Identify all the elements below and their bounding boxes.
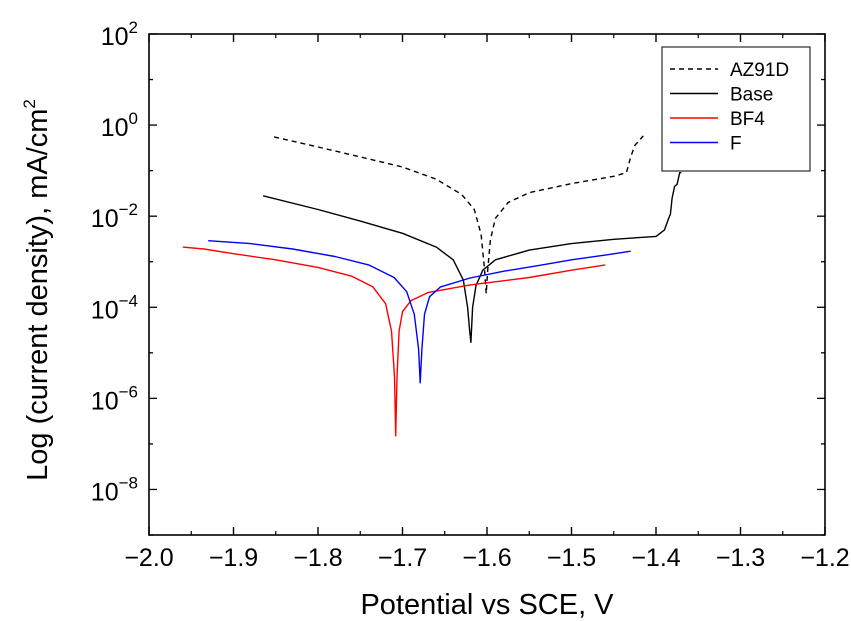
y-tick-label-base: 10 xyxy=(91,296,119,324)
y-tick-label-base: 10 xyxy=(91,478,119,506)
x-tick-label: −1.2 xyxy=(800,544,849,572)
x-tick-label: −1.9 xyxy=(209,544,258,572)
legend-label-bf4: BF4 xyxy=(730,109,765,130)
y-tick-label-exponent: −4 xyxy=(119,291,138,310)
y-tick-label-exponent: 2 xyxy=(129,18,138,37)
y-tick-label-exponent: 0 xyxy=(129,109,138,128)
y-tick-label-base: 10 xyxy=(101,23,129,51)
y-axis-title: Log (current density), mA/cm2 xyxy=(20,99,54,481)
legend-label-az91d: AZ91D xyxy=(730,60,789,81)
y-axis-title-superscript: 2 xyxy=(20,99,39,108)
x-tick-label: −1.3 xyxy=(716,544,765,572)
y-tick-label-exponent: −6 xyxy=(119,382,138,401)
legend: AZ91D Base BF4 F xyxy=(662,47,810,171)
x-axis-title: Potential vs SCE, V xyxy=(360,589,614,621)
y-tick-label-base: 10 xyxy=(101,114,129,142)
legend-label-f: F xyxy=(730,134,742,155)
x-tick-label: −1.4 xyxy=(631,544,680,572)
x-tick-label: −1.5 xyxy=(547,544,596,572)
y-tick-label-exponent: −8 xyxy=(119,473,138,492)
y-tick-label-base: 10 xyxy=(91,387,119,415)
y-tick-label-exponent: −2 xyxy=(119,200,138,219)
x-tick-label: −1.8 xyxy=(293,544,342,572)
legend-label-base: Base xyxy=(730,85,773,106)
x-tick-label: −2.0 xyxy=(124,544,173,572)
y-axis-title-main: Log (current density), mA/cm xyxy=(22,109,54,481)
x-tick-label: −1.7 xyxy=(378,544,427,572)
y-tick-label-base: 10 xyxy=(91,205,119,233)
x-tick-label: −1.6 xyxy=(462,544,511,572)
